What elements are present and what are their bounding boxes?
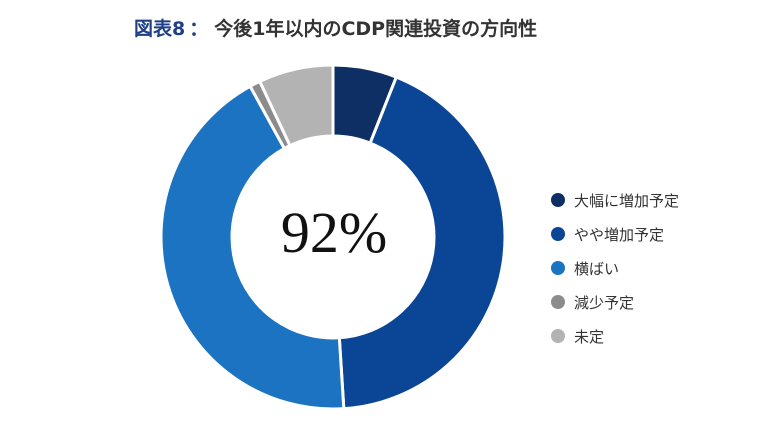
title-separator: ： — [189, 18, 209, 40]
chart-legend: 大幅に増加予定 やや増加予定 横ばい減少予定未定 — [551, 191, 679, 361]
legend-item-5: 未定 — [551, 327, 679, 346]
legend-swatch — [551, 261, 565, 275]
center-percentage: 92% — [280, 200, 388, 265]
legend-item-3: 横ばい — [551, 259, 679, 278]
donut-slice-2 — [337, 75, 507, 411]
figure-number: 図表8 — [134, 18, 186, 40]
legend-label: 減少予定 — [574, 293, 635, 312]
chart-title: 図表8：今後1年以内のCDP関連投資の方向性 — [134, 14, 537, 41]
legend-label: 横ばい — [574, 259, 620, 278]
donut-slice-3 — [159, 84, 346, 411]
legend-swatch — [551, 193, 565, 207]
legend-item-4: 減少予定 — [551, 293, 679, 312]
title-text: 今後1年以内のCDP関連投資の方向性 — [214, 18, 538, 40]
legend-item-1: 大幅に増加予定 — [551, 191, 680, 210]
legend-swatch — [551, 227, 565, 241]
legend-label: 未定 — [574, 327, 605, 346]
legend-item-2: やや増加予定 — [551, 225, 679, 244]
legend-label: やや増加予定 — [574, 225, 665, 244]
legend-label: 大幅に増加予定 — [574, 191, 680, 210]
donut-slice-5 — [257, 63, 335, 148]
legend-swatch — [551, 295, 565, 309]
legend-swatch — [551, 329, 565, 343]
